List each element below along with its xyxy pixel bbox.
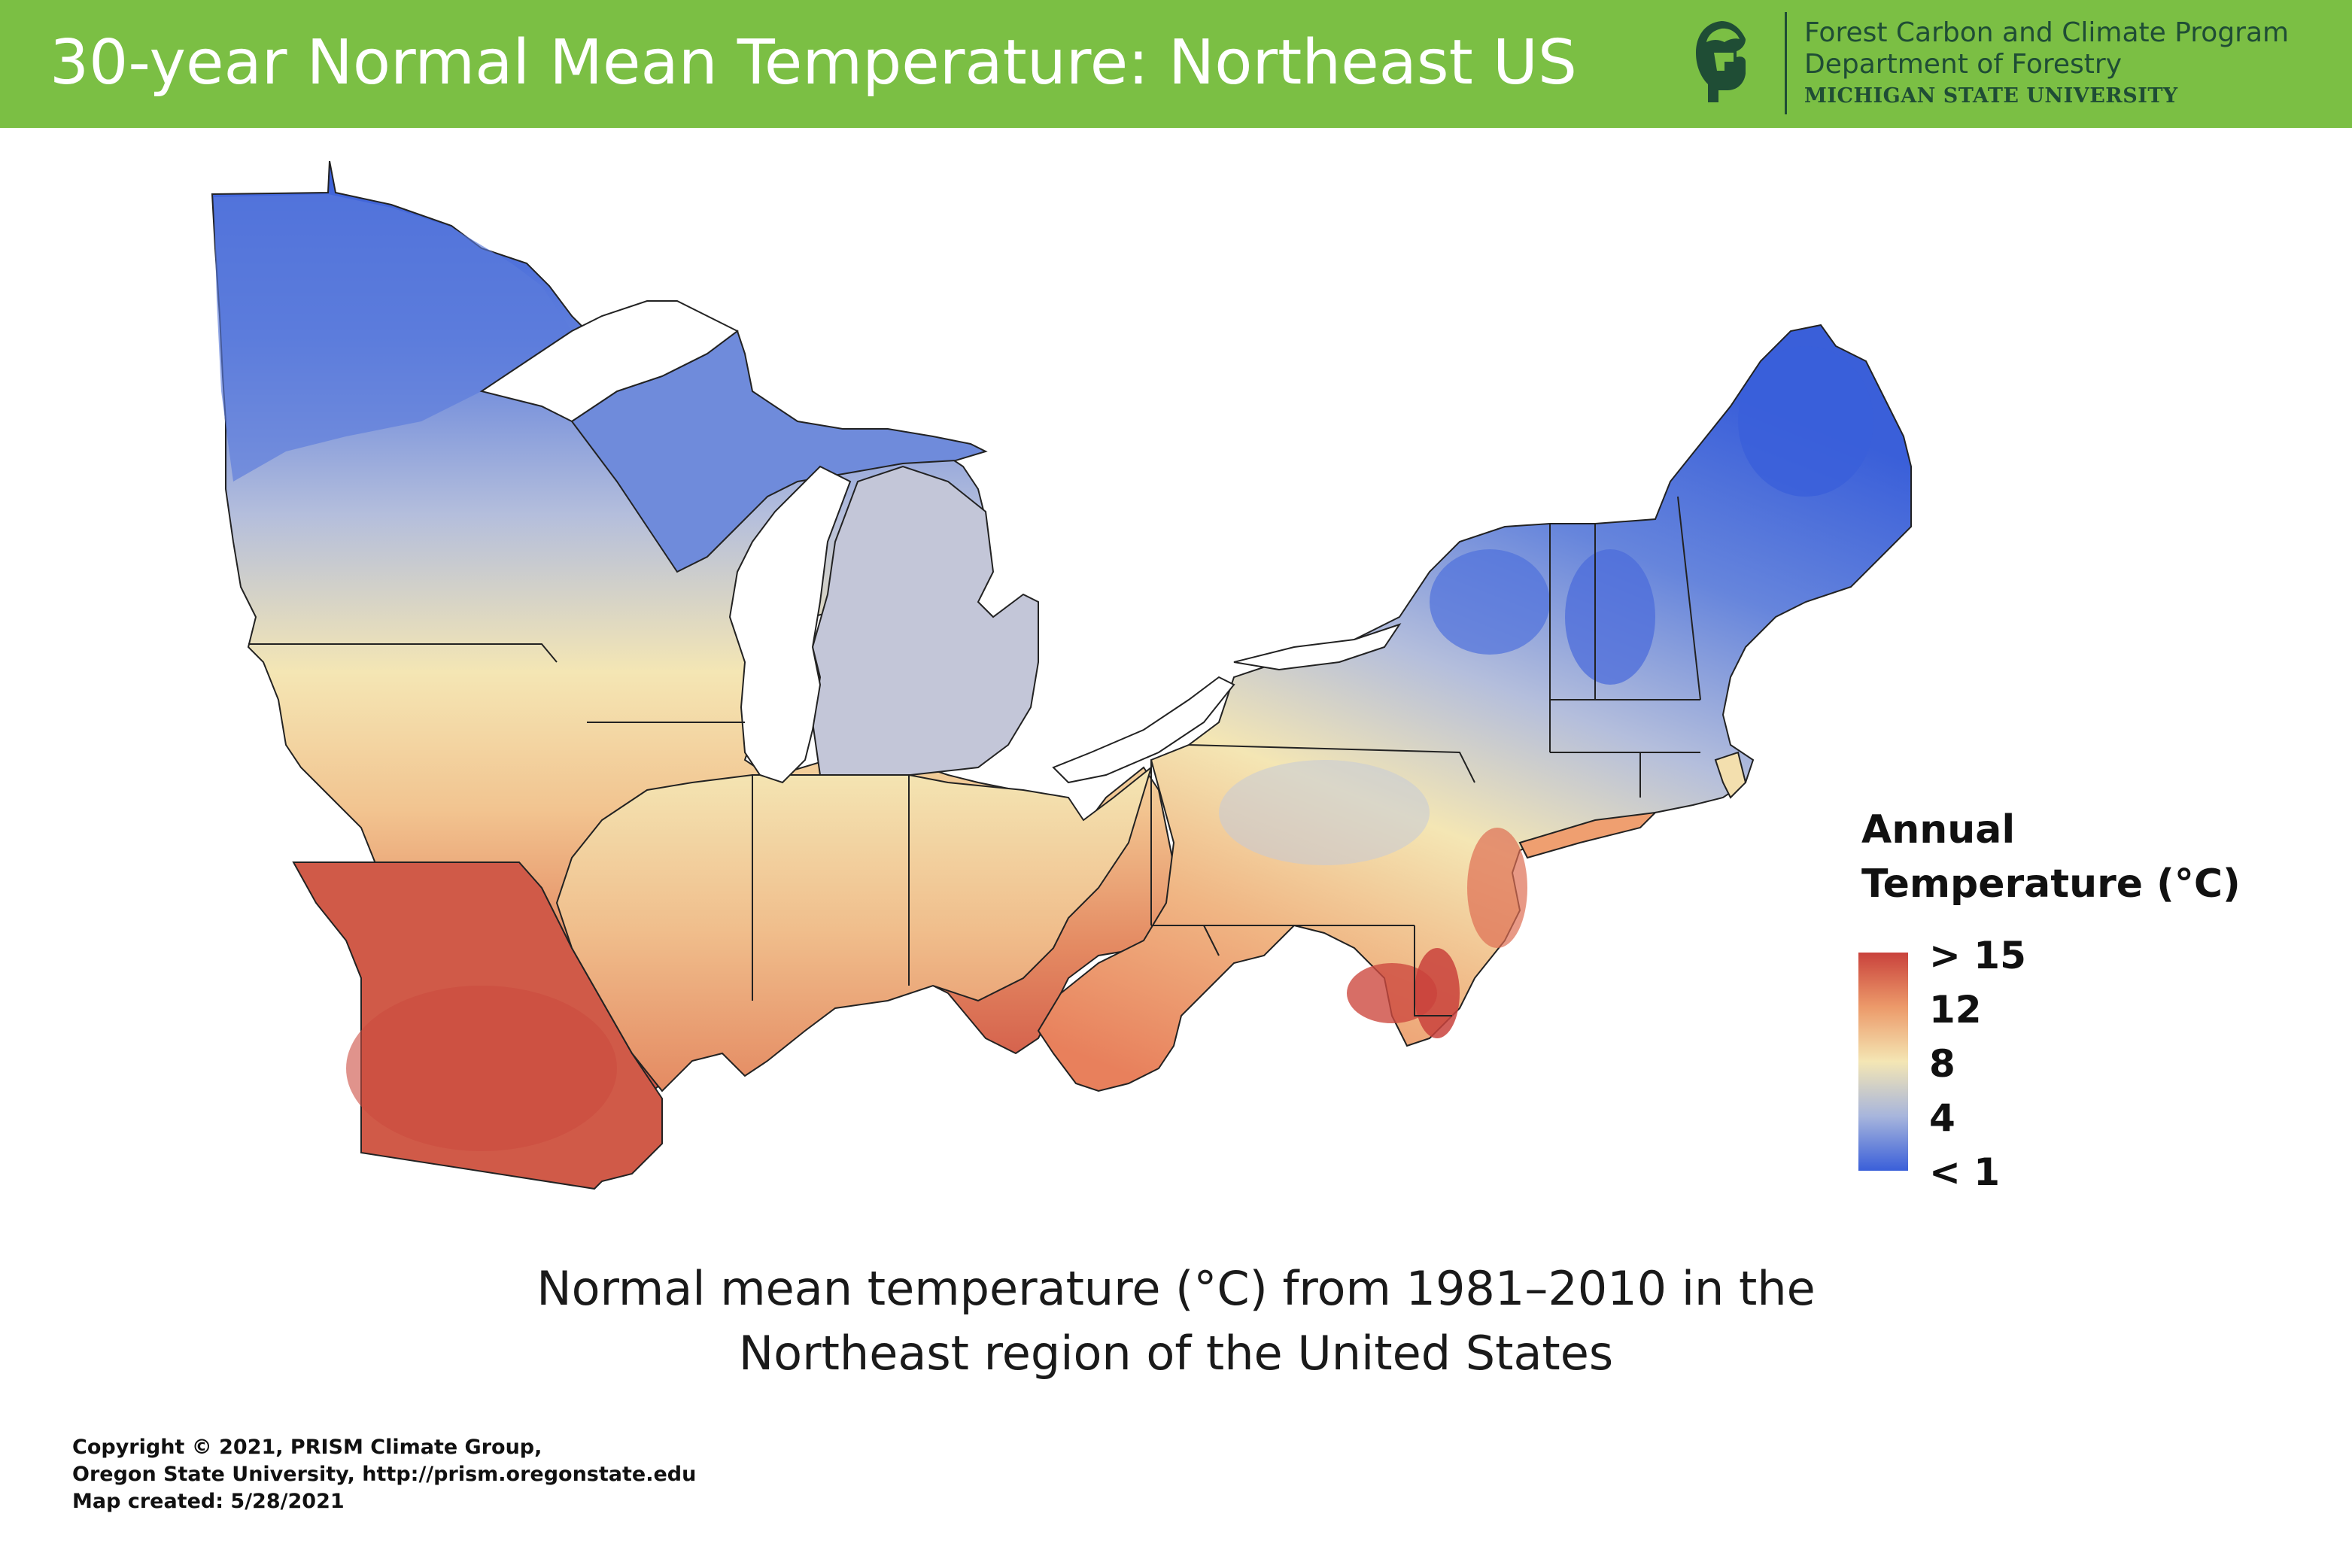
map-created-line: Map created: 5/28/2021 — [72, 1490, 345, 1513]
legend-label-low: < 1 — [1929, 1150, 2001, 1194]
legend-label-high: > 15 — [1929, 934, 2026, 977]
legend-title-line1: Annual — [1861, 807, 2016, 852]
caption-line2: Northeast region of the United States — [738, 1326, 1614, 1381]
page-title: 30-year Normal Mean Temperature: Northea… — [50, 27, 1577, 99]
lake-erie — [1052, 676, 1235, 784]
spartan-helmet-icon — [1696, 21, 1746, 102]
program-name: Forest Carbon and Climate Program — [1804, 17, 2290, 48]
copyright-line: Copyright © 2021, PRISM Climate Group, — [72, 1436, 542, 1459]
legend-label-8: 8 — [1929, 1042, 1955, 1086]
legend-label-12: 12 — [1929, 988, 1982, 1032]
lower-michigan-region — [811, 465, 1039, 776]
header-banner: 30-year Normal Mean Temperature: Northea… — [0, 0, 2352, 128]
lake-superior — [479, 300, 739, 423]
legend-label-4: 4 — [1929, 1096, 1955, 1140]
northeast-region — [1037, 324, 1912, 1092]
delaware-warm-spot — [1415, 948, 1460, 1038]
adirondack-cold-spot — [1430, 549, 1550, 655]
long-island — [1518, 811, 1658, 859]
southern-illinois-warm-spot — [346, 986, 617, 1151]
maine-cold-spot — [1738, 346, 1873, 497]
legend-color-bar — [1858, 953, 1908, 1171]
caption-line1: Normal mean temperature (°C) from 1981–2… — [536, 1261, 1816, 1316]
lake-michigan — [728, 465, 852, 784]
department-name: Department of Forestry — [1804, 49, 2123, 80]
legend-title-line2: Temperature (°C) — [1861, 861, 2241, 907]
lake-ontario — [1233, 623, 1402, 671]
cape-cod — [1714, 751, 1747, 799]
pa-cool-spot — [1219, 760, 1430, 865]
nj-warm-spot — [1467, 828, 1527, 948]
ohio-valley-region — [555, 765, 1153, 1092]
upper-midwest-region — [214, 194, 572, 482]
source-line: Oregon State University, http://prism.or… — [72, 1463, 697, 1486]
state-boundaries — [248, 496, 1701, 1016]
vermont-cold-spot — [1565, 549, 1655, 685]
university-name: MICHIGAN STATE UNIVERSITY — [1804, 84, 2178, 108]
logo-divider — [1785, 12, 1787, 114]
